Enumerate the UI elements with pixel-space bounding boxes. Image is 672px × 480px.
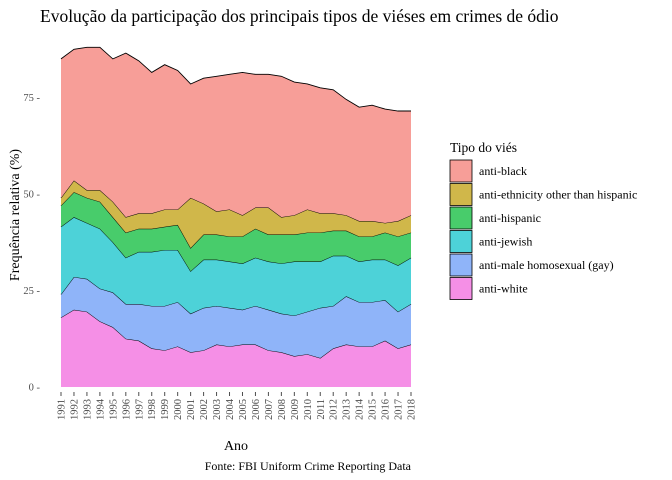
legend-label: anti-jewish [479, 235, 532, 249]
x-tick-label: 2016 [381, 399, 392, 420]
x-tick-label: 2009 [290, 399, 301, 420]
x-tick-label: 2005 [238, 399, 249, 420]
x-tick-label: 1999 [160, 399, 171, 420]
x-tick-label: 1996 [121, 399, 132, 420]
x-tick-label: 2000 [173, 399, 184, 420]
x-tick-label: 2003 [212, 399, 223, 420]
legend-swatch [449, 159, 473, 183]
legend-label: anti-white [479, 282, 528, 296]
x-tick-label: 1997 [134, 399, 145, 420]
x-tick-label: 1995 [108, 399, 119, 420]
legend-swatch [449, 206, 473, 230]
x-tick-label: 2015 [368, 399, 379, 420]
legend: Tipo do viés anti-black anti-ethnicity ot… [449, 140, 637, 300]
x-tick-label: 1992 [69, 399, 80, 420]
area-anti-jewish [61, 217, 411, 316]
x-tick-label: 2013 [342, 399, 353, 420]
series-line-5 [60, 46, 411, 112]
y-axis: 0 - 25 - 50 - 75 - [23, 93, 40, 394]
x-tick-label: 2011 [316, 399, 327, 420]
x-tick-label: 1994 [95, 398, 106, 420]
x-axis: 1991 1992 1993 1994 1995 1996 1997 1998 1999 2000… [57, 392, 418, 420]
legend-label: anti-ethnicity other than hispanic [479, 188, 637, 202]
chart-title: Evolução da participação dos principais … [40, 6, 559, 26]
legend-swatch [449, 230, 473, 253]
x-tick-label: 2014 [355, 398, 366, 420]
y-tick-label: 75 - [23, 93, 40, 104]
area-anti-hispanic [61, 192, 411, 272]
y-tick-label: 0 - [29, 383, 41, 394]
plot-area [60, 46, 412, 387]
x-tick-label: 2001 [186, 399, 197, 420]
area-anti-black [61, 47, 411, 223]
legend-title: Tipo do viés [450, 140, 517, 155]
y-axis-title: Frequência relativa (%) [8, 149, 23, 281]
y-tick-label: 50 - [23, 190, 40, 201]
x-tick-label: 1993 [82, 399, 93, 420]
legend-label: anti-black [479, 164, 527, 178]
legend-swatch [449, 253, 473, 277]
legend-label: anti-male homosexual (gay) [479, 258, 614, 272]
x-tick-label: 2007 [264, 399, 275, 420]
x-tick-label: 2010 [303, 399, 314, 420]
y-tick-label: 25 - [23, 286, 40, 297]
x-tick-label: 1991 [57, 399, 68, 420]
x-tick-label: 2006 [251, 399, 262, 420]
legend-swatch [449, 277, 473, 300]
x-tick-label: 1998 [147, 399, 158, 420]
x-tick-label: 2012 [329, 399, 340, 420]
chart-caption: Fonte: FBI Uniform Crime Reporting Data [205, 459, 412, 473]
area-anti-ethnicity-other-than-hispanic [61, 180, 411, 249]
legend-swatch [449, 183, 473, 206]
x-tick-label: 2008 [277, 399, 288, 420]
x-tick-label: 2002 [199, 399, 210, 420]
x-tick-label: 2017 [394, 399, 405, 420]
x-tick-label: 2018 [407, 399, 418, 420]
legend-label: anti-hispanic [479, 211, 541, 225]
x-axis-title: Ano [224, 439, 248, 454]
area-anti-male-homosexual-gay- [61, 276, 411, 359]
area-anti-white [61, 309, 411, 387]
x-tick-label: 2004 [225, 398, 236, 420]
